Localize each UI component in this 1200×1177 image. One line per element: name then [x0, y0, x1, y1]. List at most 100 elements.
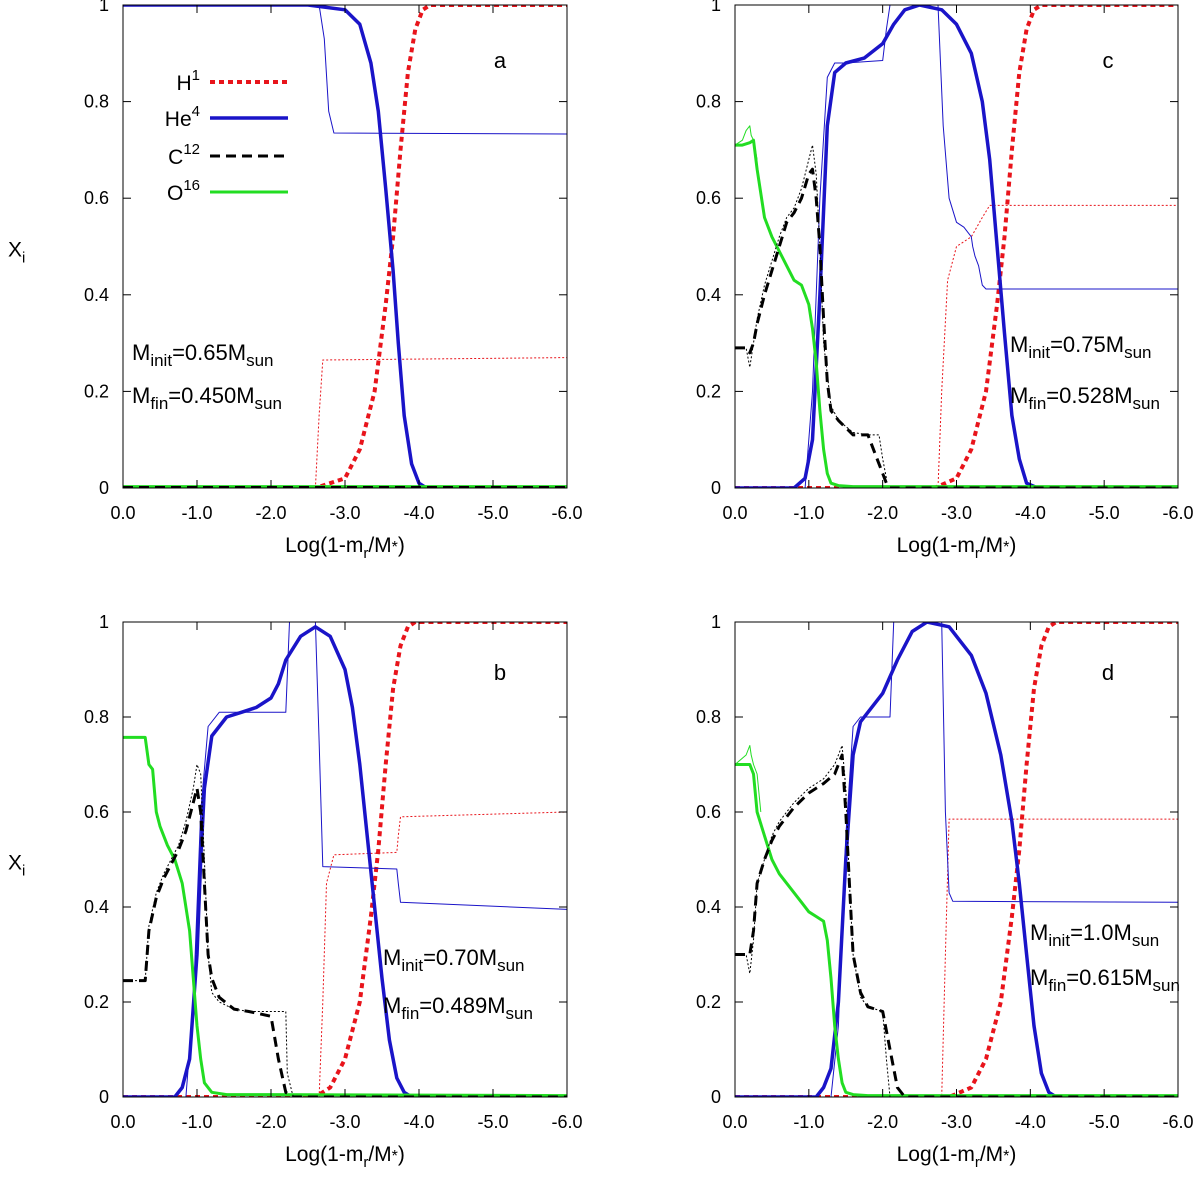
- y-tick-label: 0.4: [696, 285, 721, 305]
- y-tick-label: 1: [711, 0, 721, 15]
- series-He4-thick: [123, 625, 567, 1097]
- y-tick-label: 0.6: [84, 188, 109, 208]
- legend-label-O: O16: [167, 177, 200, 205]
- y-tick-label: 0: [711, 1087, 721, 1107]
- series-H1-thin: [735, 818, 1178, 1097]
- series-He4-thin: [123, 622, 567, 1097]
- annotation-minit: Minit=1.0Msun: [1030, 920, 1159, 950]
- y-tick-label: 0.2: [696, 381, 721, 401]
- y-tick-label: 0.8: [84, 707, 109, 727]
- x-tick-label: -6.0: [551, 1112, 582, 1132]
- series-C12-thin: [735, 144, 887, 479]
- x-tick-label: -2.0: [867, 503, 898, 523]
- x-tick-label: -1.0: [181, 1112, 212, 1132]
- annotation-mfin: Mfin=0.450Msun: [132, 383, 282, 413]
- plot-frame: [734, 621, 1179, 1098]
- x-tick-label: -5.0: [477, 1112, 508, 1132]
- panel-letter: b: [494, 660, 506, 685]
- x-tick-label: -5.0: [1089, 1112, 1120, 1132]
- series-C12-thick: [735, 167, 1178, 488]
- y-tick-label: 0.6: [696, 188, 721, 208]
- series-He4-thin: [123, 5, 567, 135]
- x-tick-label: -2.0: [255, 503, 286, 523]
- series-He4-thick: [735, 5, 1178, 488]
- y-tick-label: 0: [99, 1087, 109, 1107]
- panel-c: 0.0 -1.0 -2.0 -3.0 -4.0 -5.0 -6.0 0 0.2 0.4 0.6 0.8…: [696, 0, 1194, 562]
- y-tick-label: 1: [711, 612, 721, 632]
- series-H1-thick: [735, 5, 1178, 488]
- x-tick-label: -3.0: [329, 1112, 360, 1132]
- y-tick-label: 0.8: [696, 707, 721, 727]
- x-axis-label: Log(1-mr/M*): [285, 1143, 405, 1171]
- y-tick-label: 0: [99, 478, 109, 498]
- y-axis-label: Xi: [8, 239, 25, 267]
- y-tick-label: 0.6: [696, 802, 721, 822]
- panel-a: 0.0 -1.0 -2.0 -3.0 -4.0 -5.0 -6.0 0 0.2 0.4 0.6 0.8…: [8, 0, 583, 562]
- x-tick-label: -6.0: [551, 503, 582, 523]
- annotation-mfin: Mfin=0.615Msun: [1030, 965, 1180, 995]
- series-He4-thin: [735, 5, 1178, 488]
- x-axis-label: Log(1-mr/M*): [285, 534, 405, 562]
- series-He4-thin: [735, 622, 1178, 1097]
- x-tick-label: -1.0: [793, 1112, 824, 1132]
- series-C12-thick: [123, 786, 567, 1097]
- series-group: [123, 622, 567, 1097]
- legend: H1 He4 C12 O16: [165, 67, 288, 205]
- series-He4-thick: [123, 5, 567, 488]
- x-tick-label: -4.0: [403, 1112, 434, 1132]
- x-tick-label: 0.0: [110, 503, 135, 523]
- x-tick-label: -3.0: [941, 503, 972, 523]
- legend-label-C: C12: [168, 141, 200, 169]
- series-group: [735, 622, 1178, 1097]
- x-tick-label: -1.0: [793, 503, 824, 523]
- panel-d: 0.0 -1.0 -2.0 -3.0 -4.0 -5.0 -6.0 0 0.2 0.4 0.6 0.8…: [696, 612, 1194, 1171]
- legend-label-H: H1: [176, 67, 200, 95]
- annotation-mfin: Mfin=0.489Msun: [383, 993, 533, 1023]
- x-tick-label: 0.0: [722, 1112, 747, 1132]
- y-tick-label: 0.4: [84, 897, 109, 917]
- series-O16-thick: [735, 138, 1178, 488]
- y-tick-label: 0.2: [84, 381, 109, 401]
- series-group: [735, 5, 1178, 488]
- y-tick-label: 0.8: [696, 92, 721, 112]
- series-O16-thin: [735, 745, 762, 813]
- x-tick-label: -4.0: [1015, 1112, 1046, 1132]
- y-tick-label: 0.2: [84, 992, 109, 1012]
- annotation-minit: Minit=0.70Msun: [383, 945, 524, 975]
- y-tick-label: 0: [711, 478, 721, 498]
- series-H1-thick: [123, 5, 567, 488]
- series-O16-thick: [123, 735, 567, 1097]
- y-tick-label: 0.4: [84, 285, 109, 305]
- y-tick-label: 0.8: [84, 92, 109, 112]
- y-tick-label: 1: [99, 0, 109, 15]
- annotation-minit: Minit=0.65Msun: [132, 340, 273, 370]
- panel-letter: d: [1102, 660, 1114, 685]
- y-tick-label: 0.2: [696, 992, 721, 1012]
- series-O16-thick: [735, 763, 1178, 1097]
- x-tick-label: -4.0: [403, 503, 434, 523]
- x-tick-label: 0.0: [722, 503, 747, 523]
- panel-b: 0.0 -1.0 -2.0 -3.0 -4.0 -5.0 -6.0 0 0.2 0.4 0.6 0.8…: [8, 612, 583, 1171]
- plot-frame: [122, 621, 568, 1098]
- x-axis-label: Log(1-mr/M*): [897, 534, 1017, 562]
- x-tick-label: -3.0: [329, 503, 360, 523]
- x-tick-label: -3.0: [941, 1112, 972, 1132]
- y-tick-label: 0.4: [696, 897, 721, 917]
- x-tick-label: -6.0: [1162, 1112, 1193, 1132]
- series-H1-thin: [735, 204, 1178, 488]
- series-He4-thick: [735, 622, 1178, 1097]
- panel-letter: c: [1103, 48, 1114, 73]
- panel-letter: a: [494, 48, 507, 73]
- x-axis-label: Log(1-mr/M*): [897, 1143, 1017, 1171]
- y-axis-label: Xi: [8, 852, 25, 880]
- legend-label-He: He4: [165, 103, 200, 131]
- x-tick-label: 0.0: [110, 1112, 135, 1132]
- annotation-mfin: Mfin=0.528Msun: [1010, 383, 1160, 413]
- annotation-minit: Minit=0.75Msun: [1010, 332, 1151, 362]
- series-C12-thin: [735, 745, 891, 1097]
- x-tick-label: -4.0: [1015, 503, 1046, 523]
- x-tick-label: -5.0: [1089, 503, 1120, 523]
- x-tick-label: -6.0: [1162, 503, 1193, 523]
- series-C12-thin: [123, 764, 294, 1097]
